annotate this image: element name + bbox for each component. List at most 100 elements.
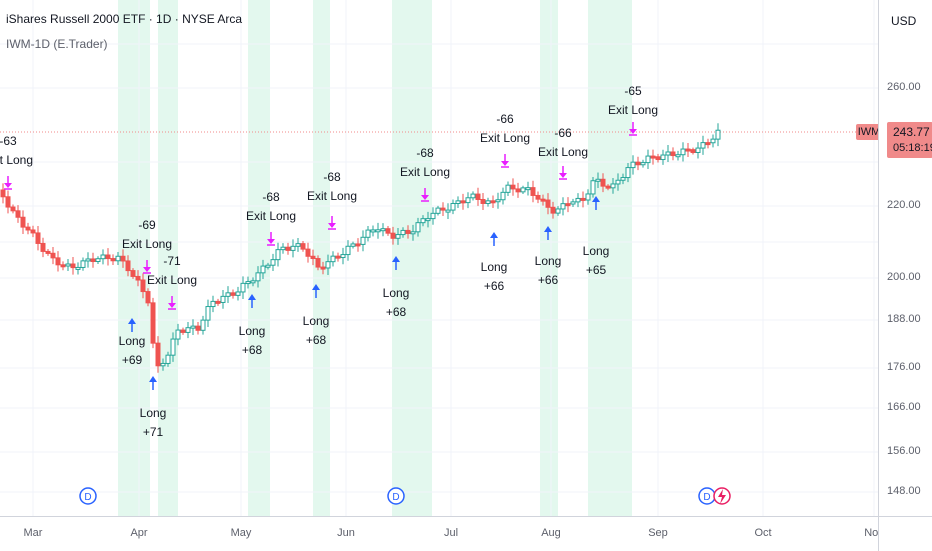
indicator-legend[interactable]: IWM-1D (E.Trader): [6, 37, 108, 51]
candle: [285, 246, 291, 251]
candle: [650, 155, 656, 159]
long-arrow-head: [392, 256, 400, 262]
candle: [685, 148, 691, 152]
highlight-band: [540, 0, 558, 516]
candle: [270, 259, 276, 266]
candle: [30, 229, 36, 234]
long-signal-label-line: Long: [118, 334, 146, 348]
candle: [525, 187, 531, 191]
candle: [120, 255, 126, 262]
candle: [680, 148, 686, 156]
candle: [335, 255, 341, 259]
candle: [405, 229, 411, 234]
candle: [625, 167, 631, 179]
highlight-band: [313, 0, 330, 516]
axis-corner: [878, 516, 932, 551]
candle: [455, 200, 461, 204]
long-signal-label-line: +69: [121, 353, 143, 367]
symbol-badge: IWM: [856, 124, 878, 140]
exit-signal-label: -68 Exit Long: [307, 168, 357, 206]
candle: [190, 325, 196, 329]
exit-signal-label-line: -68: [262, 190, 280, 204]
candle: [315, 258, 321, 268]
price-tick-label: 166.00: [887, 401, 921, 413]
candle: [215, 300, 221, 304]
candle: [110, 258, 116, 262]
candle: [690, 149, 696, 153]
candle: [485, 200, 491, 204]
exit-signal-label-line: -65: [624, 84, 642, 98]
candle: [715, 129, 721, 140]
exit-signal-label: -65 Exit Long: [608, 82, 658, 120]
candle: [705, 142, 711, 146]
candle: [500, 191, 506, 201]
candle: [660, 154, 666, 161]
time-axis[interactable]: Mar Apr May Jun Jul Aug Sep Oct Nov: [0, 516, 884, 551]
candle: [415, 222, 421, 233]
candle: [410, 231, 416, 235]
exit-signal-label-line: Exit Long: [607, 103, 659, 117]
candle: [350, 243, 356, 247]
time-tick-label: Mar: [23, 527, 43, 539]
exit-arrow-head: [4, 183, 12, 188]
long-arrow-head: [490, 232, 498, 238]
exit-signal-label: -69 Exit Long: [122, 216, 172, 254]
candle: [550, 206, 556, 214]
candle: [235, 291, 241, 296]
long-signal-label-line: +65: [585, 263, 607, 277]
candle: [165, 354, 171, 364]
candle: [570, 201, 576, 205]
exit-signal-label-line: -71: [163, 254, 181, 268]
candle: [710, 138, 716, 144]
candle: [695, 147, 701, 153]
candle: [665, 151, 671, 156]
candle: [465, 197, 471, 204]
price-tick-label: 176.00: [887, 361, 921, 373]
candle: [385, 228, 391, 234]
exit-signal-label-line: Exit Long: [479, 131, 531, 145]
candle: [670, 151, 676, 157]
time-tick-label: Jun: [337, 527, 355, 539]
candle: [25, 226, 31, 231]
candle: [440, 207, 446, 211]
candle: [225, 292, 231, 297]
long-signal-label: Long +66: [535, 252, 562, 290]
time-tick-label: May: [230, 527, 252, 539]
highlight-band: [248, 0, 270, 516]
long-signal-label-line: Long: [238, 324, 266, 338]
price-axis[interactable]: USD 260.00 220.00 200.00 188.00 176.00 166.00…: [878, 0, 932, 516]
candle: [505, 184, 511, 193]
time-tick-label: Apr: [130, 527, 148, 539]
candle: [195, 325, 201, 331]
candle: [635, 161, 641, 166]
long-signal-label: Long +71: [140, 404, 167, 442]
last-price-label: 243.77 05:18:19: [887, 122, 932, 158]
candle: [595, 178, 601, 182]
price-tick-label: 220.00: [887, 199, 921, 211]
exit-signal-label-line: -68: [323, 170, 341, 184]
exit-signal-label-line: -66: [554, 126, 572, 140]
candle: [700, 142, 706, 149]
candle: [655, 156, 661, 161]
candle: [580, 197, 586, 201]
candle: [555, 208, 561, 214]
long-arrow-head: [149, 376, 157, 382]
candle: [640, 162, 646, 166]
candle: [145, 291, 151, 304]
dividend-label: D: [84, 492, 91, 503]
dividend-marker: [387, 487, 405, 505]
candle: [490, 200, 496, 204]
candle: [475, 193, 481, 200]
exit-signal-label-line: Exit Long: [121, 237, 173, 251]
candle: [325, 261, 331, 269]
candle: [480, 198, 486, 204]
candle: [535, 194, 541, 200]
exit-signal-label: -66 Exit Long: [480, 110, 530, 148]
currency-label[interactable]: USD: [891, 14, 917, 28]
candle: [340, 254, 346, 259]
candle: [260, 265, 266, 274]
candle: [150, 302, 156, 344]
